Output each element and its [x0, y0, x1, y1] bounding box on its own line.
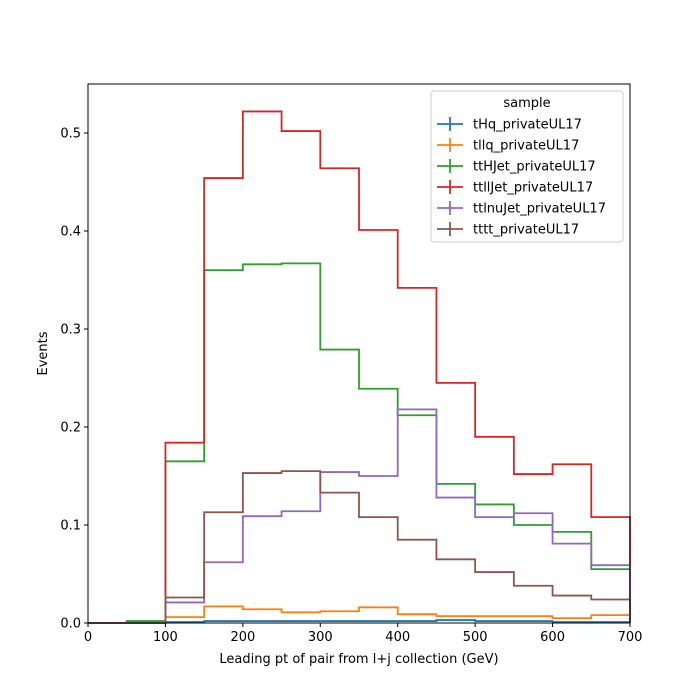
legend-entry: tttt_privateUL17	[437, 222, 579, 238]
series-line-3	[88, 110, 631, 624]
legend-box	[430, 90, 624, 243]
legend-label: ttllJet_privateUL17	[473, 181, 593, 196]
x-tick-label: 0	[84, 630, 92, 645]
legend-entry: ttllJet_privateUL17	[437, 180, 593, 196]
plot-frame	[87, 83, 631, 624]
x-tick-label: 400	[385, 630, 410, 645]
x-tick-label: 600	[540, 630, 565, 645]
x-axis-label: Leading pt of pair from l+j collection (…	[219, 652, 498, 667]
x-axis-ticks: 0 100 200 300 400 500 600 700	[84, 623, 643, 645]
legend-label: tttt_privateUL17	[473, 223, 579, 238]
x-tick-label: 200	[230, 630, 255, 645]
legend-label: ttHJet_privateUL17	[473, 160, 596, 175]
legend-entry: tllq_privateUL17	[437, 138, 579, 154]
y-tick-label: 0.5	[60, 127, 81, 142]
legend-label: ttlnuJet_privateUL17	[473, 202, 606, 217]
y-tick-label: 0.0	[60, 617, 81, 632]
x-tick-label: 100	[153, 630, 178, 645]
y-axis-label: Events	[36, 331, 51, 375]
legend-entries: tHq_privateUL17 tllq_privateUL17 ttHJet_pr…	[437, 117, 606, 238]
series-line-5	[88, 470, 631, 624]
legend-title: sample	[503, 96, 550, 111]
y-tick-label: 0.1	[60, 519, 81, 534]
series-layer	[88, 110, 631, 624]
legend-entry: ttlnuJet_privateUL17	[437, 201, 606, 217]
y-tick-label: 0.4	[60, 225, 81, 240]
legend-label: tHq_privateUL17	[473, 118, 582, 133]
legend-entry: ttHJet_privateUL17	[437, 159, 596, 175]
series-line-1	[88, 605, 631, 624]
y-tick-label: 0.3	[60, 323, 81, 338]
legend: sample tHq_privateUL17 tllq_privateUL17tt…	[430, 90, 624, 243]
y-tick-label: 0.2	[60, 421, 81, 436]
x-tick-label: 500	[463, 630, 488, 645]
legend-label: tllq_privateUL17	[473, 139, 579, 154]
x-tick-label: 700	[618, 630, 643, 645]
y-axis-ticks: 0.0 0.1 0.2 0.3 0.4 0.5	[60, 127, 88, 632]
legend-entry: tHq_privateUL17	[437, 117, 582, 133]
x-tick-label: 300	[308, 630, 333, 645]
